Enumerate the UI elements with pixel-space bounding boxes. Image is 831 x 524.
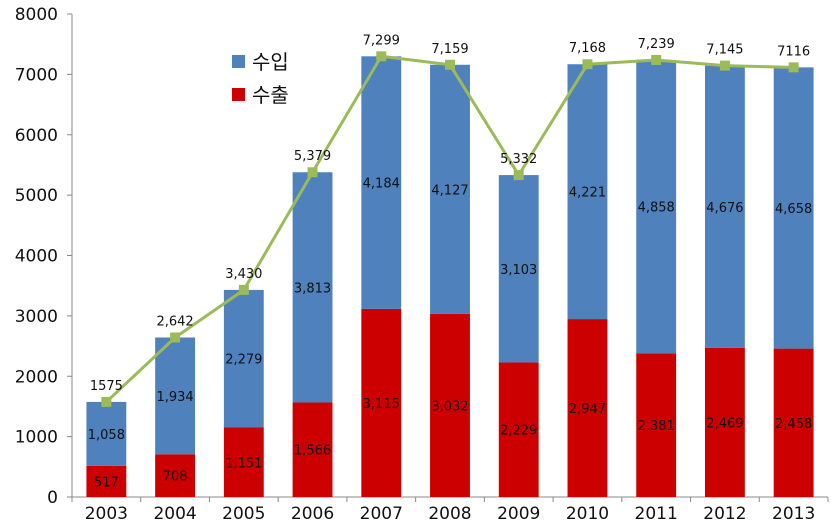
data-label-import: 4,127 [431, 183, 468, 198]
bar-export [86, 465, 127, 497]
data-label-export: 2,947 [569, 402, 606, 417]
bar-import [430, 64, 470, 314]
data-label-import: 1,934 [156, 390, 193, 405]
bar-import [223, 289, 264, 428]
y-tick-label: 7000 [15, 65, 58, 85]
total-label: 1575 [90, 379, 123, 394]
x-tick-label: 2012 [703, 504, 746, 524]
total-marker [788, 62, 799, 73]
data-label-export: 3,032 [431, 399, 468, 414]
total-label: 7,145 [706, 43, 743, 58]
total-label: 7,299 [363, 33, 400, 48]
bar-import [567, 64, 608, 320]
data-label-import: 1,058 [88, 428, 125, 443]
total-marker [719, 60, 730, 71]
data-label-import: 4,658 [775, 202, 812, 217]
x-tick-label: 2013 [772, 504, 815, 524]
data-label-export: 708 [163, 470, 188, 485]
data-label-export: 2,469 [706, 416, 743, 431]
plot-area: 0 1000 2000 3000 4000 5000 6000 7000 8000 2003 200… [15, 5, 829, 524]
bar-export [155, 454, 196, 497]
bar-import [704, 65, 745, 348]
total-label: 7,159 [431, 42, 468, 57]
total-label: 7116 [777, 44, 810, 59]
bar-import [773, 67, 814, 349]
x-tick-label: 2008 [428, 504, 471, 524]
legend-swatch-export [232, 88, 245, 101]
data-label-import: 4,221 [569, 186, 606, 201]
y-tick-label: 0 [47, 488, 58, 508]
data-label-export: 1,151 [225, 456, 262, 471]
data-label-import: 3,103 [500, 263, 537, 278]
total-marker [582, 59, 593, 70]
bar-export [567, 319, 608, 497]
bar-export [636, 353, 677, 497]
bar-export [223, 427, 264, 497]
total-label: 5,332 [500, 152, 537, 167]
data-label-export: 2,229 [500, 424, 537, 439]
total-marker [307, 167, 318, 178]
data-label-import: 4,676 [706, 201, 743, 216]
y-tick-label: 8000 [15, 5, 58, 25]
bar-import [292, 172, 333, 403]
x-tick-label: 2004 [153, 504, 196, 524]
bar-export [704, 347, 745, 497]
total-label: 2,642 [156, 314, 193, 329]
data-label-import: 3,813 [294, 281, 331, 296]
x-tick-label: 2005 [222, 504, 265, 524]
total-marker [445, 59, 455, 70]
bar-export [773, 348, 814, 497]
data-label-import: 4,858 [638, 201, 675, 216]
data-label-export: 2,381 [638, 419, 675, 434]
bar-export [361, 308, 402, 497]
bar-export [430, 313, 470, 497]
x-tick-label: 2003 [85, 504, 128, 524]
legend: 수입 수출 [232, 50, 289, 107]
x-tick-label: 2011 [635, 504, 678, 524]
y-tick-label: 2000 [15, 367, 58, 387]
x-tick-label: 2010 [566, 504, 609, 524]
bar-import [636, 59, 677, 354]
total-label: 7,168 [569, 41, 606, 56]
bar-import [498, 175, 539, 363]
bar-import [86, 401, 127, 466]
data-label-import: 2,279 [225, 353, 262, 368]
data-label-export: 2,458 [775, 417, 812, 432]
total-label: 5,379 [294, 149, 331, 164]
data-label-export: 3,115 [363, 397, 400, 412]
data-label-export: 517 [94, 475, 119, 490]
x-tick-label: 2009 [497, 504, 540, 524]
legend-label-export: 수출 [252, 83, 289, 107]
data-label-export: 1,566 [294, 444, 331, 459]
total-marker [513, 170, 524, 181]
x-tick-label: 2007 [360, 504, 403, 524]
y-tick-label: 4000 [15, 247, 58, 267]
total-marker [170, 332, 181, 343]
x-tick-label: 2006 [291, 504, 334, 524]
y-tick-label: 6000 [15, 126, 58, 146]
bar-import [361, 56, 402, 309]
y-tick-label: 1000 [15, 428, 58, 448]
total-label: 7,239 [638, 37, 675, 52]
total-label: 3,430 [225, 267, 262, 282]
legend-swatch-import [232, 55, 245, 68]
total-marker [651, 54, 662, 65]
y-tick-label: 3000 [15, 307, 58, 327]
total-marker [238, 284, 249, 295]
bar-export [292, 402, 333, 497]
bar-import [155, 337, 196, 455]
legend-label-import: 수입 [252, 50, 289, 74]
bar-export [498, 362, 539, 497]
total-marker [376, 51, 387, 62]
data-label-import: 4,184 [363, 177, 400, 192]
total-marker [101, 396, 112, 407]
y-tick-label: 5000 [15, 186, 58, 206]
